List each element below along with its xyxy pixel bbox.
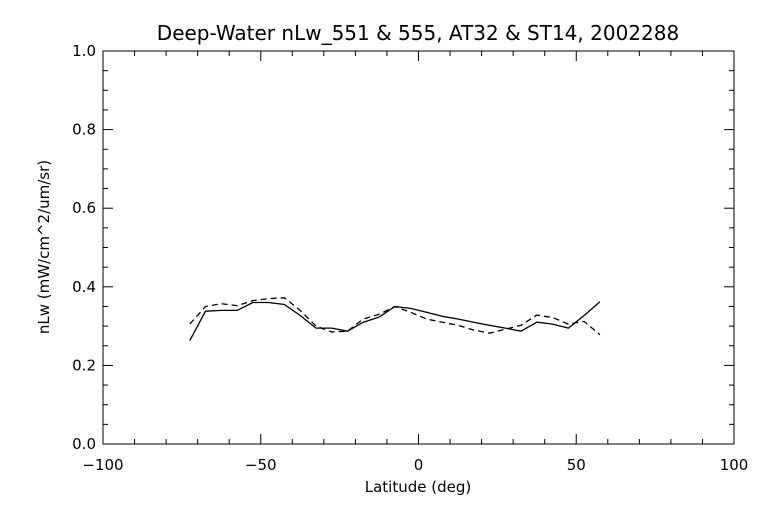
series-line-solid (189, 301, 601, 341)
y-axis-label: nLw (mW/cm^2/um/sr) (35, 160, 53, 334)
y-tick-label: 0.6 (72, 199, 96, 217)
y-tick-label: 0.4 (72, 278, 96, 296)
plot-frame (102, 50, 735, 445)
x-tick-label: 50 (567, 456, 586, 474)
series-layer (189, 297, 601, 341)
x-tick-label: −50 (245, 456, 277, 474)
y-tick-label: 1.0 (72, 42, 96, 60)
y-tick-label: 0.8 (72, 121, 96, 139)
y-axis-ticks: 0.0 0.2 0.4 0.6 0.8 1.0 (72, 42, 734, 453)
x-tick-label: 100 (720, 456, 749, 474)
x-tick-label: 0 (414, 456, 424, 474)
y-tick-label: 0.2 (72, 356, 96, 374)
x-tick-label: −100 (82, 456, 123, 474)
y-tick-label: 0.0 (72, 435, 96, 453)
series-line-dashed (189, 297, 601, 336)
chart-title: Deep-Water nLw_551 & 555, AT32 & ST14, 2… (157, 21, 679, 45)
x-axis-ticks: −100 −50 0 50 100 (82, 51, 748, 474)
x-axis-label: Latitude (deg) (365, 478, 471, 496)
